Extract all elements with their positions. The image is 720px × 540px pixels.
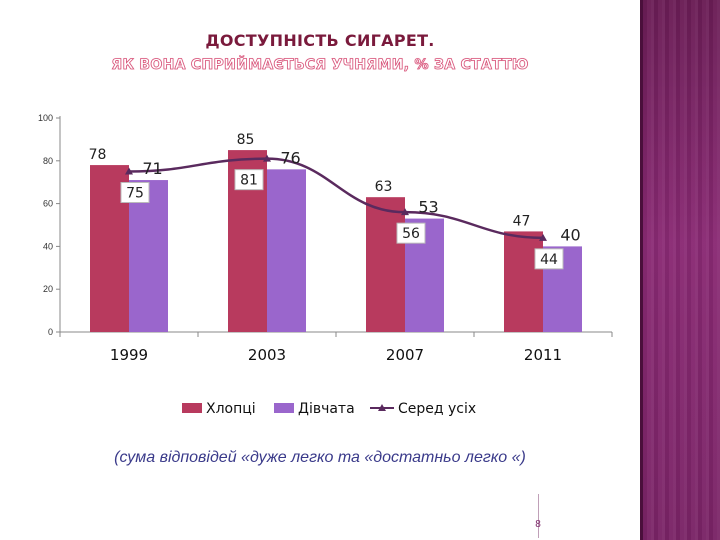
data-label-text: 81 (240, 173, 258, 189)
data-label-boys: 47 (513, 213, 531, 229)
y-tick-label: 80 (43, 156, 53, 166)
data-label-text: 75 (126, 186, 144, 202)
bar-girls (129, 180, 168, 332)
data-label-all-students: 44 (534, 248, 564, 270)
line-point-marker (539, 233, 547, 241)
data-label-text: 44 (540, 252, 558, 268)
line-point-marker (401, 208, 409, 216)
data-label-all-students: 81 (234, 169, 264, 191)
data-label-all-students: 56 (396, 222, 426, 244)
line-point-marker (263, 154, 271, 162)
legend-swatch (274, 403, 294, 413)
legend-label: Хлопці (206, 401, 256, 417)
data-label-boys: 78 (89, 147, 107, 163)
x-tick-label: 2011 (524, 346, 562, 364)
y-tick-label: 40 (43, 241, 53, 251)
data-label-girls: 76 (280, 148, 300, 167)
data-label-box (234, 169, 264, 191)
data-label-box (534, 248, 564, 270)
side-panel-edge (640, 0, 643, 540)
legend-item: Хлопці (182, 401, 256, 417)
footnote: (сума відповідей «дуже легко та «достатн… (114, 449, 526, 466)
data-label-text: 56 (402, 226, 420, 242)
chart-line (125, 154, 547, 241)
legend-label: Дівчата (298, 401, 355, 417)
y-tick-label: 60 (43, 199, 53, 209)
legend-swatch (182, 403, 202, 413)
chart-data-labels: 78 85 63 47 71 76 53 40 75 81 56 44 (89, 132, 581, 270)
chart-bars (90, 150, 582, 332)
data-label-box (396, 222, 426, 244)
line-point-marker (125, 167, 133, 175)
bar-boys (504, 231, 543, 332)
legend-item: Дівчата (274, 401, 355, 417)
title-line-2: Як вона сприймається учнями, % за статтю (111, 57, 529, 74)
title-line-1: Доступність сигарет. (205, 31, 435, 50)
legend-marker (378, 404, 386, 411)
line-all-students (128, 157, 544, 240)
chart-legend: Хлопці Дівчата Серед усіх (182, 401, 476, 417)
data-label-all-students: 75 (120, 182, 150, 203)
legend-item: Серед усіх (370, 401, 476, 417)
data-label-boys: 85 (237, 132, 255, 148)
data-label-girls: 40 (560, 225, 580, 244)
y-tick-label: 20 (43, 284, 53, 294)
bar-girls (267, 169, 306, 332)
data-label-boys: 63 (375, 179, 393, 195)
x-tick-label: 1999 (110, 346, 148, 364)
x-tick-label: 2007 (386, 346, 424, 364)
data-label-girls: 53 (418, 198, 438, 217)
y-tick-label: 100 (38, 113, 53, 123)
side-panel-texture (640, 0, 720, 540)
y-tick-label: 0 (48, 327, 53, 337)
side-decoration-panel (640, 0, 720, 540)
page-number: 8 (535, 519, 541, 530)
data-label-girls: 71 (142, 159, 162, 178)
bar-boys (366, 197, 405, 332)
page-number-divider (538, 494, 539, 538)
data-label-box (120, 182, 150, 203)
legend-label: Серед усіх (398, 401, 476, 417)
x-tick-label: 2003 (248, 346, 286, 364)
